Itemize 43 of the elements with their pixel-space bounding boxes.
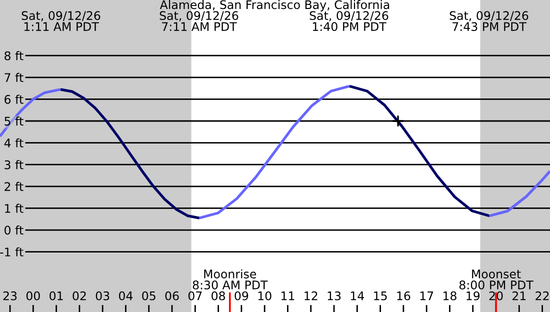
x-tick-label: 16 bbox=[397, 291, 410, 300]
x-tick-label: 18 bbox=[444, 291, 456, 300]
x-tick-label: 02 bbox=[72, 291, 86, 300]
x-tick-label: 07 bbox=[188, 291, 202, 300]
x-tick-label: 05 bbox=[142, 291, 156, 300]
x-tick-label: 23 bbox=[3, 291, 17, 300]
x-tick-label: 06 bbox=[165, 291, 179, 300]
x-tick-label: 14 bbox=[350, 292, 364, 300]
y-tick-label: 4 ft bbox=[4, 138, 24, 148]
annotation: Sat, 09/12/26 1:40 PM PDT bbox=[310, 11, 388, 32]
x-tick-label: 00 bbox=[26, 291, 40, 300]
line-series bbox=[198, 84, 351, 220]
annotation: Sat, 09/12/26 1:11 AM PDT bbox=[22, 11, 100, 31]
x-tick-label: 03 bbox=[96, 291, 110, 300]
x-tick-label: 09 bbox=[234, 291, 248, 300]
x-tick-label: 17 bbox=[420, 292, 434, 300]
line-series bbox=[348, 84, 491, 218]
x-tick-label: 12 bbox=[304, 291, 318, 300]
y-tick-label: 0 ft bbox=[4, 226, 24, 235]
y-tick-label: 7 ft bbox=[4, 72, 24, 82]
x-tick-label: 08 bbox=[212, 291, 226, 300]
y-tick-label: 1 ft bbox=[5, 204, 24, 213]
annotation: Sat, 09/12/26 7:11 AM PDT bbox=[160, 11, 238, 31]
x-tick-label: 11 bbox=[282, 292, 294, 300]
x-tick-label: 10 bbox=[258, 291, 272, 300]
y-tick-label: 5 ft bbox=[4, 116, 24, 126]
y-tick-label: -1 ft bbox=[0, 247, 24, 256]
y-tick-label: 3 ft bbox=[4, 160, 24, 170]
x-tick-label: 22 bbox=[536, 291, 549, 300]
line-series bbox=[59, 88, 201, 220]
y-tick-label: 6 ft bbox=[4, 94, 24, 104]
x-tick-label: 13 bbox=[328, 291, 341, 300]
ref-line-label: Moonset 8:00 PM PDT bbox=[459, 270, 534, 290]
y-tick-label: 8 ft bbox=[4, 51, 24, 60]
y-tick-label: 2 ft bbox=[4, 182, 24, 191]
x-tick-label: 15 bbox=[374, 292, 387, 300]
chart-title: Alameda, San Francisco Bay, California bbox=[160, 0, 390, 12]
x-tick-label: 19 bbox=[466, 291, 480, 300]
x-tick-label: 21 bbox=[512, 291, 526, 300]
x-tick-label: 01 bbox=[50, 291, 63, 300]
x-tick-label: 04 bbox=[119, 291, 133, 300]
ref-line-label: Moonrise 8:30 AM PDT bbox=[192, 269, 268, 290]
annotation: Sat, 09/12/26 7:43 PM PDT bbox=[450, 11, 528, 32]
